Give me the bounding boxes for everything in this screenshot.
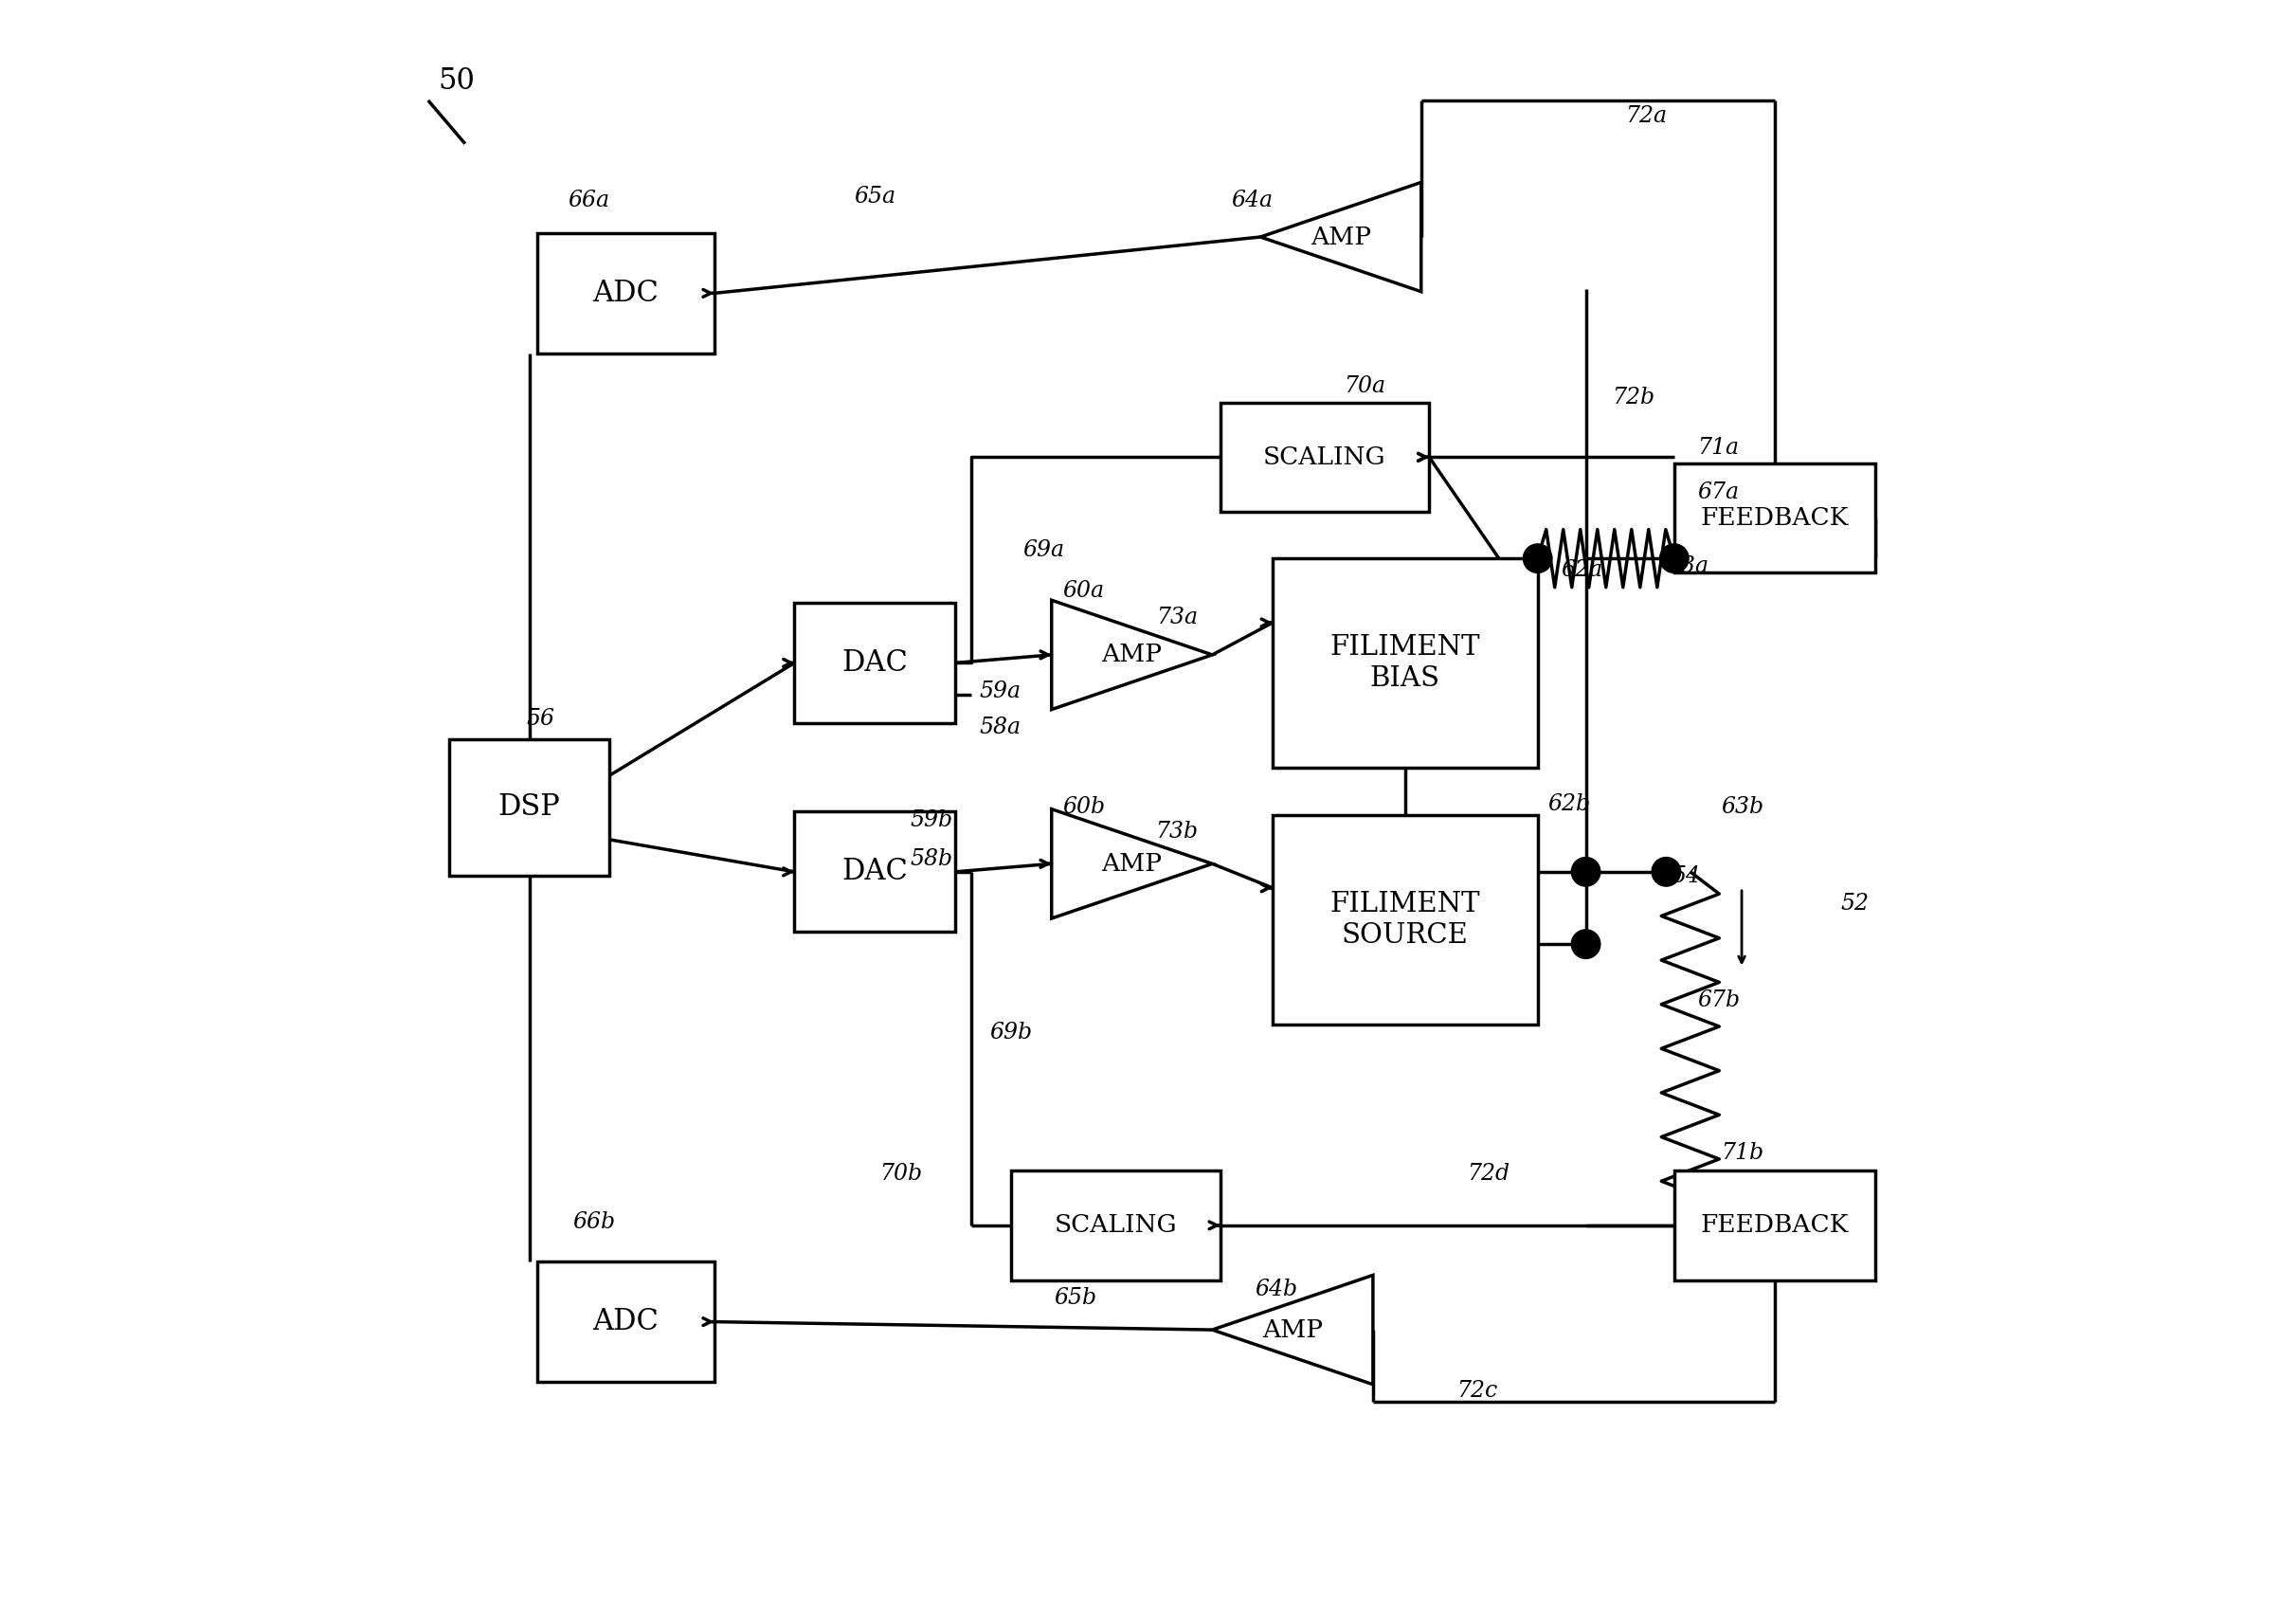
Text: 60a: 60a xyxy=(1063,580,1104,601)
Text: 50: 50 xyxy=(439,66,475,95)
Text: 72d: 72d xyxy=(1467,1163,1511,1185)
Text: SCALING: SCALING xyxy=(1263,446,1387,468)
Text: 69b: 69b xyxy=(990,1022,1033,1043)
Polygon shape xyxy=(1052,601,1212,709)
Text: 73b: 73b xyxy=(1155,820,1199,843)
Text: AMP: AMP xyxy=(1311,224,1371,249)
Text: 67b: 67b xyxy=(1697,990,1740,1011)
Text: 72c: 72c xyxy=(1458,1379,1497,1402)
Text: 54: 54 xyxy=(1671,866,1701,888)
Text: FEEDBACK: FEEDBACK xyxy=(1701,1213,1848,1237)
Text: 58a: 58a xyxy=(980,715,1022,738)
FancyBboxPatch shape xyxy=(794,811,955,932)
Text: FILIMENT
SOURCE: FILIMENT SOURCE xyxy=(1329,891,1481,948)
Text: 72a: 72a xyxy=(1626,105,1667,128)
FancyBboxPatch shape xyxy=(794,602,955,724)
Polygon shape xyxy=(1261,182,1421,292)
Text: ADC: ADC xyxy=(592,1307,659,1337)
Text: ADC: ADC xyxy=(592,278,659,308)
Text: 59a: 59a xyxy=(980,682,1022,703)
Text: FEEDBACK: FEEDBACK xyxy=(1701,507,1848,530)
Text: 67a: 67a xyxy=(1697,481,1740,504)
Text: AMP: AMP xyxy=(1102,643,1162,667)
Text: 62a: 62a xyxy=(1561,559,1603,580)
Text: DAC: DAC xyxy=(843,648,907,678)
Text: 64a: 64a xyxy=(1231,189,1274,212)
Text: 72b: 72b xyxy=(1612,386,1655,409)
FancyBboxPatch shape xyxy=(1674,464,1876,573)
Text: 65b: 65b xyxy=(1054,1287,1097,1308)
Text: 60b: 60b xyxy=(1063,796,1104,819)
FancyBboxPatch shape xyxy=(1219,402,1428,512)
Text: 70a: 70a xyxy=(1343,376,1387,397)
Text: 52: 52 xyxy=(1841,893,1869,914)
Text: FILIMENT
BIAS: FILIMENT BIAS xyxy=(1329,635,1481,691)
Text: 65a: 65a xyxy=(854,186,895,208)
Circle shape xyxy=(1570,858,1600,887)
Text: AMP: AMP xyxy=(1102,851,1162,875)
Circle shape xyxy=(1570,930,1600,959)
Text: 64b: 64b xyxy=(1256,1279,1297,1300)
Text: 73a: 73a xyxy=(1155,607,1199,628)
Text: DSP: DSP xyxy=(498,793,560,822)
FancyBboxPatch shape xyxy=(1013,1171,1219,1281)
Text: DAC: DAC xyxy=(843,858,907,887)
FancyBboxPatch shape xyxy=(537,233,714,354)
FancyBboxPatch shape xyxy=(1674,1171,1876,1281)
Polygon shape xyxy=(1052,809,1212,919)
Circle shape xyxy=(1651,858,1681,887)
Text: SCALING: SCALING xyxy=(1054,1213,1178,1237)
Text: 63b: 63b xyxy=(1722,796,1763,819)
Text: 59b: 59b xyxy=(909,809,953,832)
FancyBboxPatch shape xyxy=(450,740,611,875)
Text: AMP: AMP xyxy=(1263,1318,1322,1342)
Text: 62b: 62b xyxy=(1548,793,1591,816)
Text: 63a: 63a xyxy=(1667,556,1708,577)
Text: 71a: 71a xyxy=(1697,436,1740,459)
Text: 69a: 69a xyxy=(1022,539,1065,562)
Text: 70b: 70b xyxy=(879,1163,923,1185)
Text: 56: 56 xyxy=(526,709,556,730)
Polygon shape xyxy=(1212,1276,1373,1384)
Text: 66a: 66a xyxy=(567,189,611,212)
Text: 66b: 66b xyxy=(572,1211,615,1232)
FancyBboxPatch shape xyxy=(1272,816,1538,1024)
Text: 58b: 58b xyxy=(909,848,953,870)
Circle shape xyxy=(1660,544,1688,573)
Circle shape xyxy=(1522,544,1552,573)
Text: 71b: 71b xyxy=(1722,1142,1763,1164)
FancyBboxPatch shape xyxy=(1272,559,1538,767)
FancyBboxPatch shape xyxy=(537,1261,714,1382)
